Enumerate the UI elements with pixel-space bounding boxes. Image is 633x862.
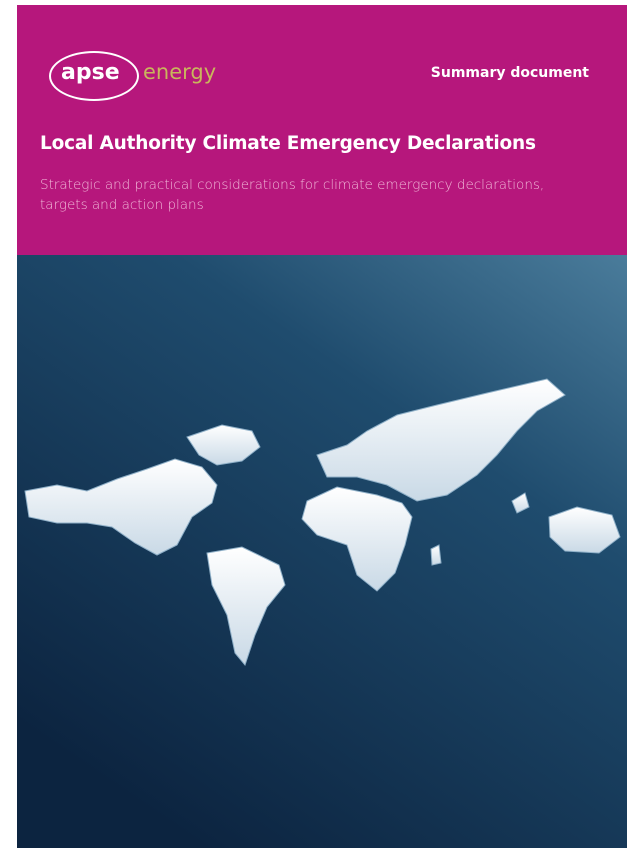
page: apse energy Summary document Local Autho… — [0, 0, 633, 862]
logo-secondary: energy — [143, 60, 216, 84]
document-label: Summary document — [431, 65, 589, 81]
cover-header: apse energy Summary document Local Autho… — [17, 5, 627, 255]
document-cover: apse energy Summary document Local Autho… — [17, 5, 627, 848]
logo-primary: apse — [61, 60, 120, 85]
document-title: Local Authority Climate Emergency Declar… — [40, 133, 536, 154]
ocean — [17, 255, 627, 848]
madagascar — [431, 545, 441, 565]
cover-image — [17, 255, 627, 848]
document-subtitle: Strategic and practical considerations f… — [40, 175, 580, 215]
